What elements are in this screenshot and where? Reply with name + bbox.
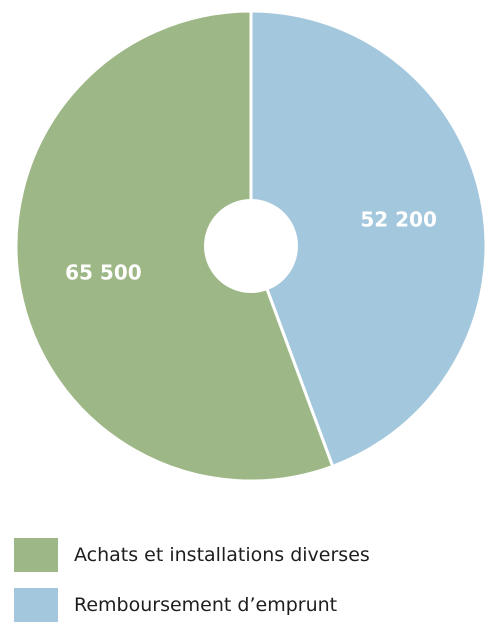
donut-chart: 52 200 65 500 xyxy=(14,9,488,483)
labels-group: 52 200 65 500 xyxy=(65,208,437,285)
slice-0 xyxy=(249,9,488,469)
donut-hole xyxy=(204,199,298,293)
legend-swatch-achats xyxy=(14,538,58,572)
legend: Achats et installations diverses Rembour… xyxy=(14,538,370,638)
legend-item-remboursement: Remboursement d’emprunt xyxy=(14,588,370,622)
legend-swatch-remboursement xyxy=(14,588,58,622)
legend-label-remboursement: Remboursement d’emprunt xyxy=(74,594,338,616)
legend-item-achats: Achats et installations diverses xyxy=(14,538,370,572)
slice-label-1: 65 500 xyxy=(65,261,142,285)
slice-1 xyxy=(14,9,335,483)
legend-label-achats: Achats et installations diverses xyxy=(74,544,370,566)
slice-label-0: 52 200 xyxy=(360,208,437,232)
slices-group xyxy=(14,9,488,483)
